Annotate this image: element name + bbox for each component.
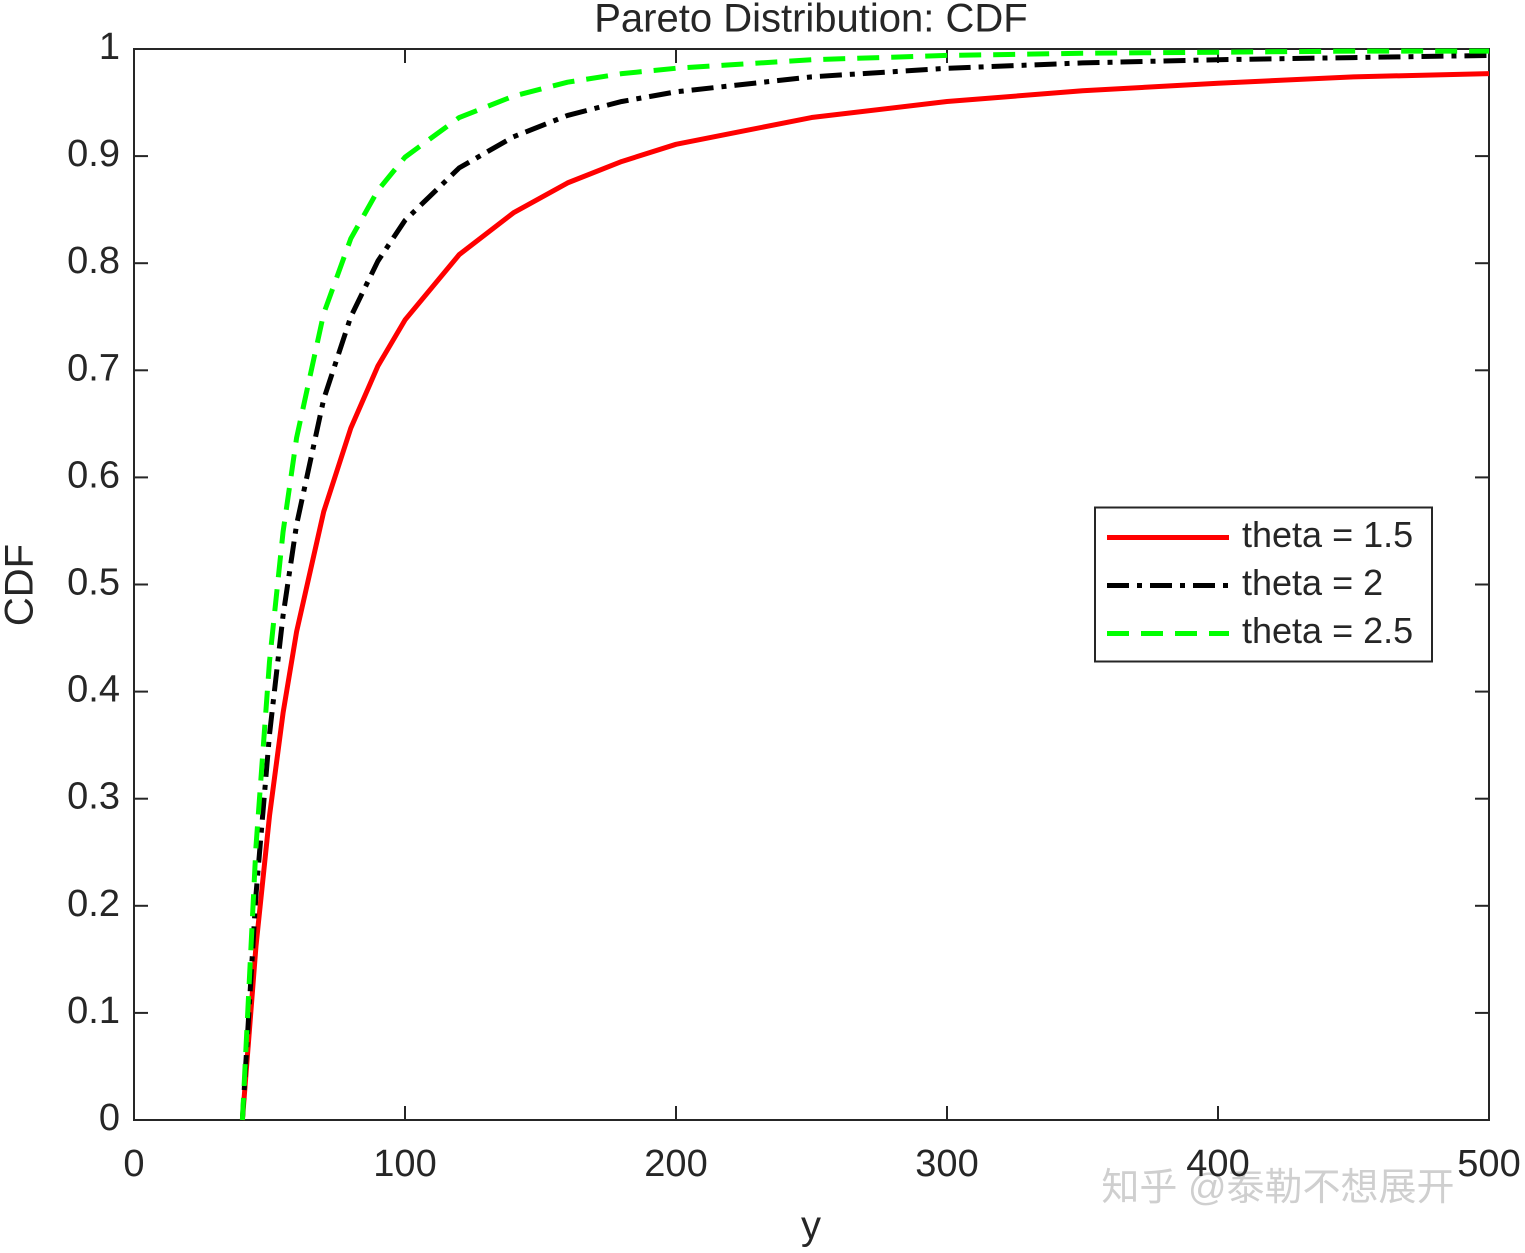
- y-tick-label: 0.3: [67, 776, 120, 818]
- y-tick-label: 0.2: [67, 883, 120, 925]
- y-tick-label: 0: [99, 1097, 120, 1139]
- series-line: [239, 52, 1490, 1121]
- legend: theta = 1.5 theta = 2 theta = 2.5: [1094, 506, 1433, 663]
- x-tick-label: 400: [1186, 1143, 1249, 1185]
- x-tick-label: 100: [373, 1143, 436, 1185]
- chart-title: Pareto Distribution: CDF: [594, 0, 1027, 41]
- y-tick-label: 0.6: [67, 454, 120, 496]
- y-tick-label: 0.4: [67, 669, 120, 711]
- legend-label: theta = 1.5: [1242, 514, 1413, 555]
- series-line: [239, 71, 1490, 1121]
- x-tick-label: 200: [644, 1143, 707, 1185]
- y-tick-label: 0.1: [67, 990, 120, 1032]
- x-tick-label: 300: [915, 1143, 978, 1185]
- plot-frame: [133, 48, 1490, 1121]
- x-axis-label: y: [801, 1204, 821, 1248]
- watermark: 知乎 @泰勒不想展开: [1101, 1167, 1454, 1209]
- x-tick-label: 500: [1457, 1143, 1520, 1185]
- y-tick-label: 0.8: [67, 240, 120, 282]
- y-tick-label: 1: [99, 26, 120, 68]
- y-tick-label: 0.7: [67, 347, 120, 389]
- legend-label: theta = 2.5: [1242, 610, 1413, 651]
- y-tick-label: 0.5: [67, 562, 120, 604]
- y-axis-label: CDF: [0, 544, 42, 626]
- x-tick-label: 0: [123, 1143, 144, 1185]
- y-tick-label: 0.9: [67, 133, 120, 175]
- legend-label: theta = 2: [1242, 562, 1383, 603]
